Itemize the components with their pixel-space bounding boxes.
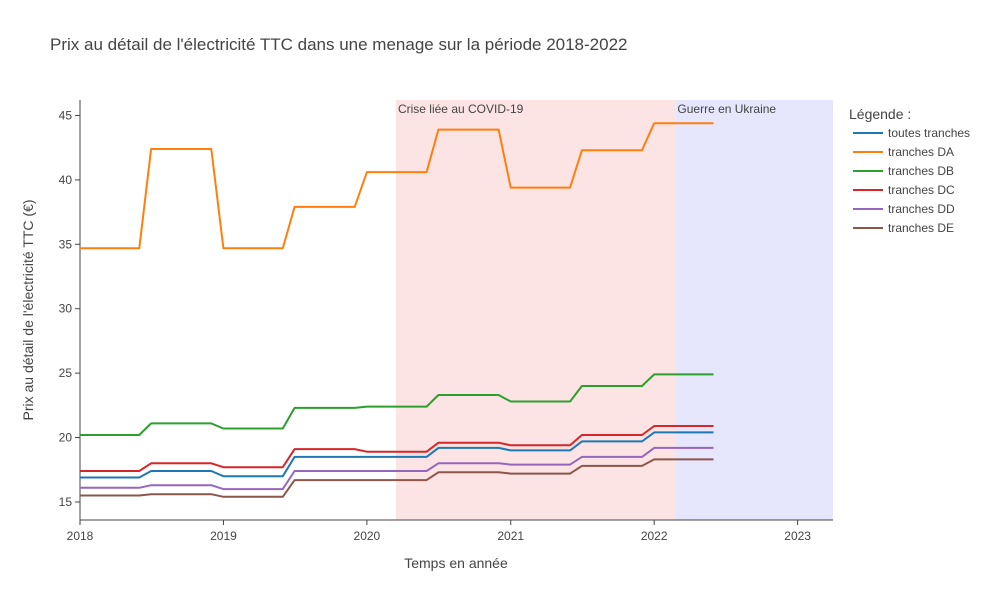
series-lines [80,122,714,498]
series-line [80,431,714,479]
chart-title: Prix au détail de l'électricité TTC dans… [50,35,628,54]
legend-item-label: tranches DD [888,202,955,216]
legend-item-label: tranches DE [888,221,954,235]
legend-item-label: tranches DC [888,183,955,197]
x-tick-label: 2023 [784,529,811,543]
shaded-region [675,100,833,520]
x-tick-label: 2019 [210,529,237,543]
y-tick-label: 40 [59,173,73,187]
series-line [80,458,714,498]
series-line [80,373,714,436]
legend-item-label: tranches DB [888,164,954,178]
series-line [80,446,714,491]
x-tick-label: 2018 [67,529,94,543]
series-line [80,425,714,472]
region-label: Crise liée au COVID-19 [398,102,524,116]
axes: 15 20 25 30 35 40 45 2018 2019 2020 2021 2022 2023 [59,100,833,543]
annotations: Crise liée au COVID-19 Guerre en Ukraine [398,102,776,116]
region-label: Guerre en Ukraine [677,102,776,116]
x-tick-label: 2022 [641,529,668,543]
series-line [80,122,714,250]
x-axis-title: Temps en année [404,555,508,571]
y-tick-label: 35 [59,237,73,251]
legend-item-label: tranches DA [888,145,954,159]
y-tick-label: 25 [59,366,73,380]
y-tick-label: 15 [59,495,73,509]
legend: Légende : toutes tranches tranches DA tran… [849,106,970,235]
x-tick-label: 2020 [354,529,381,543]
y-axis-title: Prix au détail de l'électricité TTC (€) [20,199,36,420]
legend-title: Légende : [849,106,911,122]
y-tick-label: 30 [59,302,73,316]
legend-item-label: toutes tranches [888,126,970,140]
y-tick-label: 20 [59,431,73,445]
shaded-regions [395,100,833,520]
y-tick-label: 45 [59,108,73,122]
x-tick-label: 2021 [497,529,524,543]
